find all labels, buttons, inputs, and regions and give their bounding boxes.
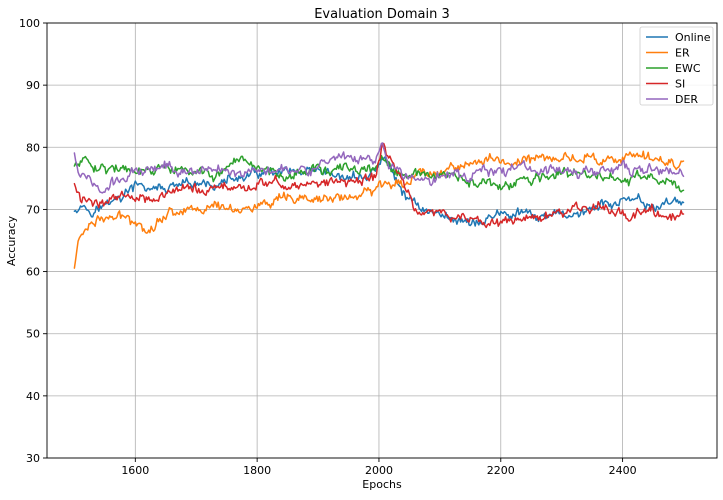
series-lines — [73, 142, 685, 269]
legend-label: Online — [675, 31, 711, 44]
series-line-si — [73, 142, 685, 229]
legend-box — [639, 26, 714, 106]
axis-ticks: 1600 1800 2000 2200 2400 30 40 50 60 70 80 90 100 — [19, 17, 637, 477]
y-tick-label: 60 — [26, 266, 40, 279]
plot-frame — [46, 22, 718, 459]
y-tick-label: 70 — [26, 203, 40, 216]
x-axis-label: Epochs — [362, 478, 402, 491]
x-tick-label: 1800 — [243, 464, 271, 477]
y-tick-label: 80 — [26, 141, 40, 154]
series-line-der — [73, 142, 685, 194]
y-tick-label: 30 — [26, 452, 40, 465]
x-tick-label: 1600 — [121, 464, 149, 477]
series-line-er — [73, 150, 685, 269]
legend-label: ER — [675, 47, 690, 60]
y-axis-label: Accuracy — [5, 215, 18, 266]
legend-label: DER — [675, 93, 698, 106]
chart-title: Evaluation Domain 3 — [314, 7, 450, 22]
x-tick-label: 2000 — [365, 464, 393, 477]
grid — [47, 22, 717, 459]
legend: Online ER EWC SI DER — [639, 26, 714, 106]
y-tick-label: 50 — [26, 328, 40, 341]
x-tick-label: 2200 — [487, 464, 515, 477]
legend-label: EWC — [675, 62, 701, 75]
y-tick-label: 40 — [26, 390, 40, 403]
y-tick-label: 100 — [19, 17, 40, 30]
x-tick-label: 2400 — [609, 464, 637, 477]
legend-label: SI — [675, 78, 685, 91]
y-tick-label: 90 — [26, 79, 40, 92]
